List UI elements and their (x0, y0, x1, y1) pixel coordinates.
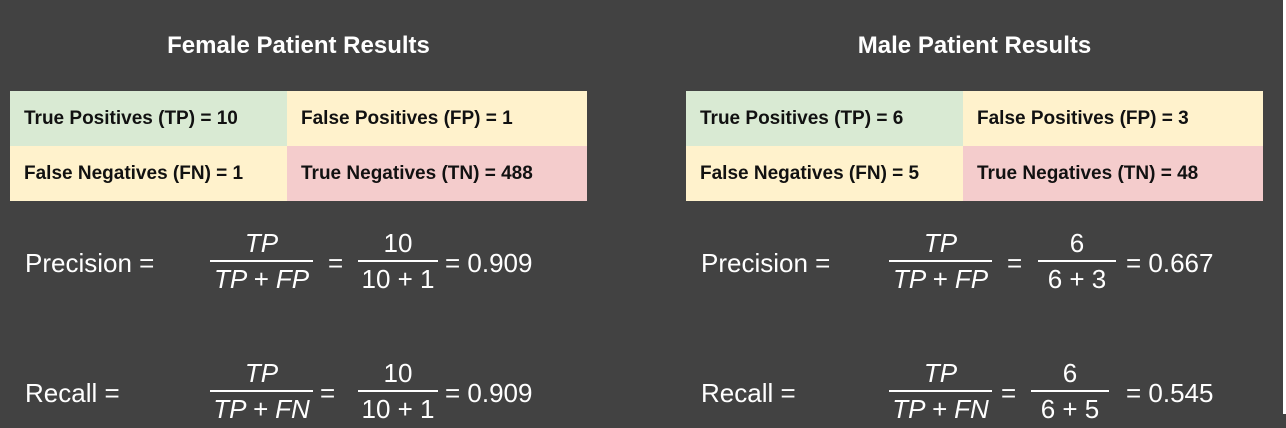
fraction-denominator: 10 + 1 (361, 394, 435, 424)
fraction-numerator: 10 (383, 228, 413, 258)
male-precision-formula: Precision = TP TP + FP = 6 6 + 3 = 0.667 (701, 228, 1261, 298)
recall-symbolic-fraction: TP TP + FN (889, 358, 992, 424)
recall-result: = 0.545 (1126, 378, 1214, 408)
female-confusion-matrix: True Positives (TP) = 10 False Positives… (10, 91, 587, 201)
fraction-denominator: TP + FP (213, 264, 310, 294)
fraction-numerator: TP (244, 228, 279, 258)
fraction-denominator: 10 + 1 (361, 264, 435, 294)
fraction-numerator: TP (923, 358, 958, 388)
precision-label: Precision = (25, 248, 155, 278)
female-tn-cell: True Negatives (TN) = 488 (287, 146, 587, 201)
male-tp-cell: True Positives (TP) = 6 (686, 91, 963, 146)
female-tp-cell: True Positives (TP) = 10 (10, 91, 287, 146)
recall-value-fraction: 6 6 + 5 (1031, 358, 1109, 424)
male-recall-formula: Recall = TP TP + FN = 6 6 + 5 = 0.545 (701, 358, 1261, 428)
female-recall-formula: Recall = TP TP + FN = 10 10 + 1 = 0.909 (25, 358, 585, 428)
fraction-numerator: TP (244, 358, 279, 388)
recall-result: = 0.909 (445, 378, 533, 408)
female-precision-formula: Precision = TP TP + FP = 10 10 + 1 = 0.9… (25, 228, 585, 298)
recall-symbolic-fraction: TP TP + FN (210, 358, 313, 424)
equals-sign: = (328, 248, 344, 278)
recall-value-fraction: 10 10 + 1 (358, 358, 438, 424)
fraction-bar (1031, 390, 1109, 392)
precision-label: Precision = (701, 248, 831, 278)
male-panel-title: Male Patient Results (857, 32, 1092, 59)
male-fn-cell: False Negatives (FN) = 5 (686, 146, 963, 201)
fraction-bar (210, 260, 313, 262)
precision-result: = 0.667 (1126, 248, 1214, 278)
precision-symbolic-fraction: TP TP + FP (210, 228, 313, 294)
fraction-bar (889, 260, 992, 262)
male-fp-cell: False Positives (FP) = 3 (963, 91, 1263, 146)
female-fn-cell: False Negatives (FN) = 1 (10, 146, 287, 201)
equals-sign: = (320, 378, 336, 408)
female-fp-cell: False Positives (FP) = 1 (287, 91, 587, 146)
fraction-bar (889, 390, 992, 392)
precision-result: = 0.909 (445, 248, 533, 278)
recall-label: Recall = (25, 378, 120, 408)
fraction-numerator: TP (923, 228, 958, 258)
recall-label: Recall = (701, 378, 796, 408)
equals-sign: = (1001, 378, 1017, 408)
precision-value-fraction: 10 10 + 1 (358, 228, 438, 294)
female-panel-title: Female Patient Results (167, 32, 430, 59)
precision-symbolic-fraction: TP TP + FP (889, 228, 992, 294)
female-results-panel: Female Patient Results True Positives (T… (10, 0, 590, 424)
equals-sign: = (1007, 248, 1023, 278)
fraction-bar (358, 260, 438, 262)
fraction-bar (358, 390, 438, 392)
male-tn-cell: True Negatives (TN) = 48 (963, 146, 1263, 201)
fraction-numerator: 6 (1069, 228, 1085, 258)
male-confusion-matrix: True Positives (TP) = 6 False Positives … (686, 91, 1263, 201)
fraction-bar (210, 390, 313, 392)
fraction-denominator: TP + FN (213, 394, 310, 424)
fraction-denominator: 6 + 5 (1040, 394, 1100, 424)
male-results-panel: Male Patient Results True Positives (TP)… (686, 0, 1266, 424)
fraction-bar (1038, 260, 1116, 262)
fraction-numerator: 6 (1062, 358, 1078, 388)
fraction-denominator: TP + FP (892, 264, 989, 294)
fraction-denominator: 6 + 3 (1047, 264, 1107, 294)
fraction-numerator: 10 (383, 358, 413, 388)
right-edge-border (1283, 0, 1286, 414)
fraction-denominator: TP + FN (892, 394, 989, 424)
precision-value-fraction: 6 6 + 3 (1038, 228, 1116, 294)
